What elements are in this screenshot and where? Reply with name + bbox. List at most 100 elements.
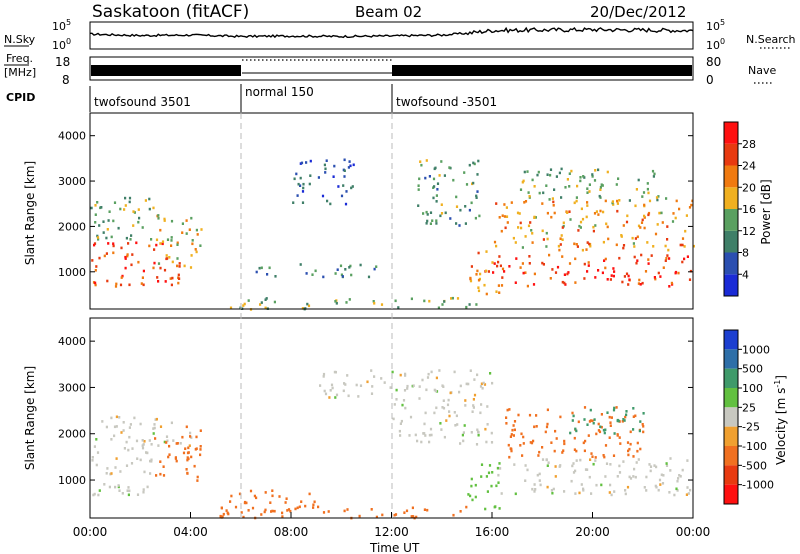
vel-marks-cell-5 <box>452 513 455 517</box>
vel-marks-cell-8 <box>546 464 549 467</box>
power-marks-cell-10 <box>524 200 528 203</box>
power-marks-cell-0 <box>120 276 123 279</box>
vel-marks-cell-5 <box>343 509 346 513</box>
vel-marks-cell-5 <box>221 515 224 518</box>
power-marks-cell-1 <box>123 208 126 211</box>
vel-marks-cell-3 <box>273 509 276 513</box>
vel-marks-cell-6 <box>404 406 407 410</box>
vel-marks-cell-8 <box>582 487 585 491</box>
vel-marks-cell-9 <box>603 455 606 459</box>
power-marks-cell-7 <box>429 211 433 214</box>
power-marks-cell-9 <box>623 275 626 278</box>
vel-marks-cell-10 <box>613 432 616 435</box>
vel-marks-cell-7 <box>498 507 501 510</box>
power-marks-cell-5 <box>243 302 246 306</box>
vel-marks-cell-6 <box>462 439 465 443</box>
velocity-colorbar-label: Velocity [m s-1] <box>773 375 788 465</box>
vel-marks-cell-8 <box>668 491 671 494</box>
power-marks-cell-9 <box>528 255 531 258</box>
vel-marks-cell-6 <box>440 428 443 431</box>
vel-marks-cell-10 <box>599 425 602 429</box>
power-marks-cell-7 <box>464 205 467 208</box>
vel-marks-cell-6 <box>490 431 493 435</box>
power-marks-cell-9 <box>604 266 607 270</box>
power-marks-cell-7 <box>455 222 458 225</box>
vel-marks-cell-3 <box>253 494 256 498</box>
vel-marks-cell-8 <box>633 467 636 471</box>
power-marks-cell-9 <box>638 278 641 282</box>
vel-marks-cell-0 <box>108 485 111 489</box>
power-marks-cell-7 <box>455 205 459 208</box>
vel-marks-cell-9 <box>512 424 515 427</box>
power-marks-cell-10 <box>505 206 508 209</box>
vel-marks-cell-6 <box>443 435 446 439</box>
vel-marks-cell-1 <box>93 445 96 448</box>
vel-marks-cell-8 <box>681 468 684 472</box>
vel-marks-cell-6 <box>459 384 462 388</box>
vel-marks-cell-8 <box>685 493 688 496</box>
vel-marks-cell-6 <box>406 384 409 388</box>
power-marks-cell-8 <box>469 276 472 280</box>
power-marks-cell-9 <box>659 275 662 278</box>
power-yticks-label-1: 2000 <box>58 220 86 233</box>
power-marks-cell-10 <box>501 214 504 217</box>
power-marks-cell-11 <box>575 196 578 199</box>
power-marks-cell-4 <box>322 275 325 279</box>
vel-marks-cell-2 <box>185 425 188 429</box>
vel-marks-cell-0 <box>139 458 142 462</box>
power-marks-cell-10 <box>506 221 509 224</box>
vel-marks-cell-9 <box>509 447 512 450</box>
power-marks-cell-2 <box>195 250 198 254</box>
vel-marks-cell-8 <box>574 469 577 473</box>
power-marks-cell-10 <box>589 244 592 248</box>
velocity-colorbar-label-1: 500 <box>742 363 763 376</box>
power-marks-cell-10 <box>545 231 548 235</box>
power-marks-cell-9 <box>514 281 517 284</box>
date-title: 20/Dec/2012 <box>590 3 686 21</box>
vel-marks-cell-8 <box>534 488 537 491</box>
power-marks-cell-9 <box>503 270 506 273</box>
vel-marks-cell-9 <box>602 454 605 457</box>
vel-marks-cell-7 <box>487 471 491 475</box>
vel-marks-cell-6 <box>485 440 488 444</box>
power-marks-cell-0 <box>163 268 167 272</box>
power-marks-cell-11 <box>655 196 659 199</box>
power-marks-cell-6 <box>451 296 454 300</box>
power-marks-cell-10 <box>520 226 523 230</box>
vel-marks-cell-6 <box>459 442 462 445</box>
vel-marks-cell-9 <box>598 430 602 434</box>
vel-marks-cell-8 <box>538 479 541 482</box>
vel-marks-cell-8 <box>578 491 581 495</box>
vel-marks-cell-9 <box>594 456 597 459</box>
power-marks-cell-5 <box>373 302 376 305</box>
vel-marks-cell-0 <box>146 485 149 489</box>
power-marks-cell-11 <box>599 188 602 191</box>
power-marks-cell-9 <box>688 278 692 281</box>
power-marks-cell-10 <box>559 237 562 240</box>
power-marks-cell-11 <box>665 197 668 200</box>
power-marks-cell-9 <box>665 257 668 260</box>
power-marks-cell-10 <box>569 218 572 221</box>
vel-marks-cell-6 <box>406 387 409 390</box>
vel-marks-cell-0 <box>114 466 117 469</box>
power-marks-cell-3 <box>343 158 346 162</box>
power-marks-cell-10 <box>561 226 564 229</box>
vel-marks-cell-3 <box>285 497 288 500</box>
vel-marks-cell-7 <box>490 484 493 488</box>
vel-marks-cell-4 <box>347 394 350 398</box>
power-marks-cell-10 <box>512 236 515 240</box>
power-marks-cell-10 <box>647 211 651 215</box>
velocity-colorbar-label-0: 1000 <box>742 343 770 356</box>
power-marks-cell-0 <box>169 277 172 280</box>
vel-marks-cell-6 <box>414 433 417 437</box>
vel-marks-cell-0 <box>149 459 152 463</box>
vel-marks-cell-3 <box>298 505 301 509</box>
power-marks-cell-3 <box>326 199 329 203</box>
power-marks-cell-10 <box>568 210 571 213</box>
vel-marks-cell-7 <box>494 505 497 508</box>
vel-marks-cell-8 <box>635 461 638 464</box>
power-marks-cell-0 <box>141 276 144 279</box>
vel-marks-cell-6 <box>448 410 451 413</box>
power-marks-cell-11 <box>641 195 644 198</box>
power-marks-cell-10 <box>529 221 532 224</box>
